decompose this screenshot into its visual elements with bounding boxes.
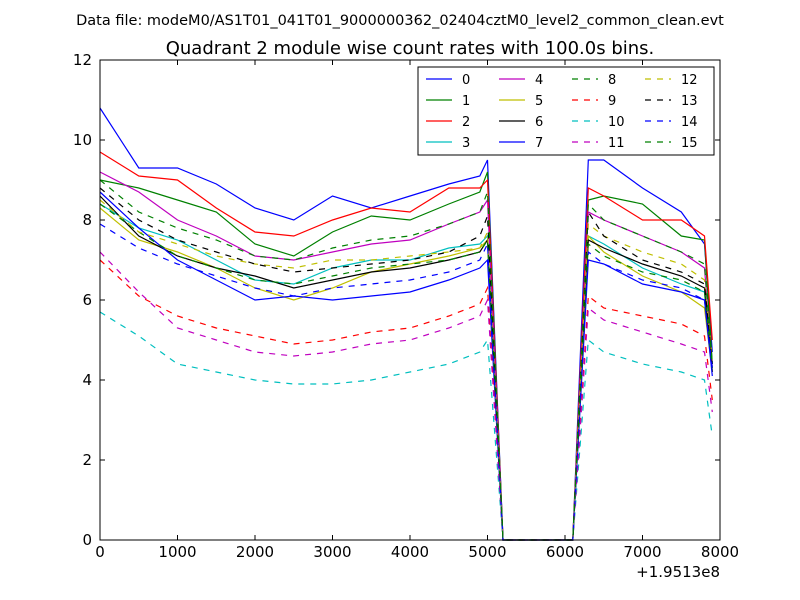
series-line-2	[99, 151, 713, 541]
x-tick-label: 0	[95, 543, 105, 561]
suptitle: Data file: modeM0/AS1T01_041T01_90000003…	[76, 13, 724, 29]
legend-label-9: 9	[608, 94, 616, 109]
legend-label-14: 14	[681, 115, 698, 130]
legend-label-10: 10	[608, 115, 625, 130]
legend-box	[417, 66, 715, 156]
x-tick-label: 2000	[236, 543, 274, 561]
series-line-15	[99, 179, 713, 541]
x-tick-label: 6000	[546, 543, 584, 561]
legend-label-2: 2	[462, 115, 470, 130]
legend-label-12: 12	[681, 73, 698, 88]
series-line-11	[99, 251, 713, 541]
x-tick-label: 1000	[158, 543, 196, 561]
series-line-5	[99, 207, 713, 541]
legend-label-3: 3	[462, 136, 470, 151]
series-line-12	[99, 199, 713, 541]
legend-label-15: 15	[681, 136, 698, 151]
y-tick-label: 2	[82, 451, 92, 469]
series-line-1	[99, 171, 713, 541]
x-tick-label: 7000	[623, 543, 661, 561]
x-offset-label: +1.9513e8	[636, 563, 720, 581]
y-tick-label: 10	[73, 131, 92, 149]
legend-label-11: 11	[608, 136, 625, 151]
x-tick-label: 8000	[701, 543, 739, 561]
plot-area	[99, 107, 713, 541]
x-tick-label: 5000	[468, 543, 506, 561]
x-tick-label: 3000	[313, 543, 351, 561]
series-line-9	[99, 259, 713, 541]
legend-label-5: 5	[535, 94, 543, 109]
series-line-0	[99, 107, 713, 541]
y-tick-label: 0	[82, 531, 92, 549]
series-line-8	[99, 203, 713, 541]
y-tick-label: 8	[82, 211, 92, 229]
series-line-13	[99, 187, 713, 541]
series-line-14	[99, 223, 713, 541]
legend-label-0: 0	[462, 73, 470, 88]
legend-label-8: 8	[608, 73, 616, 88]
axes: 0 1000 2000 3000 4000 5000 6000 7000 80000246810…	[73, 51, 739, 561]
y-tick-label: 12	[73, 51, 92, 69]
y-tick-label: 4	[82, 371, 92, 389]
legend-label-4: 4	[535, 73, 543, 88]
series-line-3	[99, 203, 713, 541]
series-line-10	[99, 311, 713, 541]
y-tick-label: 6	[82, 291, 92, 309]
legend-label-6: 6	[535, 115, 543, 130]
legend-label-7: 7	[535, 136, 543, 151]
legend-label-13: 13	[681, 94, 698, 109]
x-tick-label: 4000	[391, 543, 429, 561]
series-line-4	[99, 171, 713, 541]
legend-label-1: 1	[462, 94, 470, 109]
chart-title: Quadrant 2 module wise count rates with …	[166, 38, 655, 59]
series-line-7	[99, 191, 713, 541]
